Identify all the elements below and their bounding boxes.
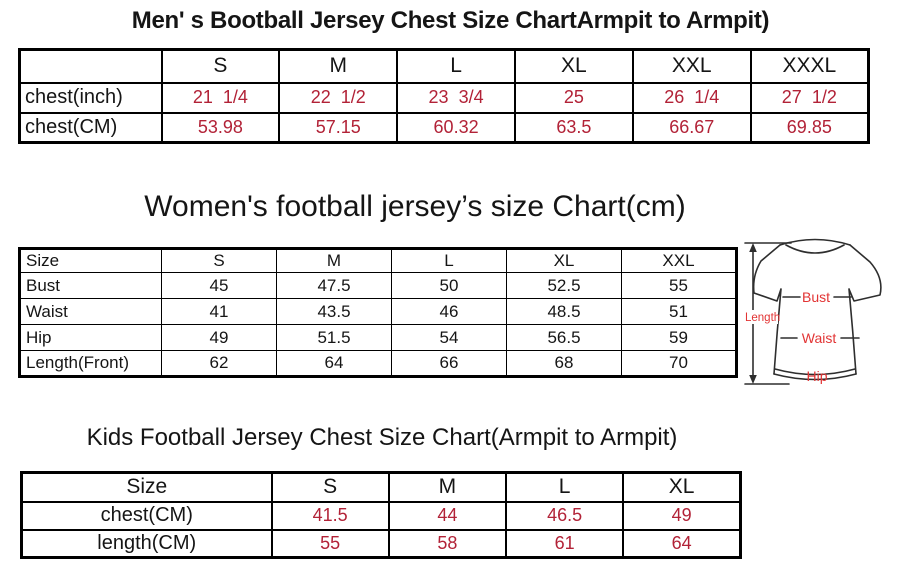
kids_chart-col-header: S [270,471,390,503]
women_chart-row-label: Length(Front) [19,350,162,377]
kids_chart-col-header: XL [622,471,742,503]
women_chart-col-header: M [276,248,392,273]
men_chart-value-cell: 22 1/2 [278,81,399,114]
shirt-left-side [752,244,782,375]
women_chart-col-header: Size [19,248,162,273]
men_chart-value-cell: 21 1/4 [160,81,281,114]
women_chart-value-cell: 43.5 [276,298,392,325]
kids_chart-value-cell: 55 [270,528,390,559]
kids_chart-col-header: Size [20,471,273,503]
kids_chart-value-cell: 58 [387,528,508,559]
men_chart-value-cell: 69.85 [749,111,870,144]
kids_chart-row: chest(CM) 41.5 44 46.5 49 [20,500,742,531]
women_chart-value-cell: 54 [391,324,507,351]
men_chart-value-cell: 63.5 [513,111,634,144]
kids_chart-value-cell: 49 [622,500,742,531]
men-size-table: S M L XL XXL XXXL chest(inch) 21 1/4 22 1/2 23 3/… [18,48,870,144]
women_chart-value-cell: 45 [161,272,277,299]
kids_chart-row-label: length(CM) [20,528,273,559]
women_chart-value-cell: 49 [161,324,277,351]
women_chart-col-header: S [161,248,277,273]
men_chart-col-header: M [278,48,399,84]
bust-label: Bust [802,289,830,305]
women_chart-value-cell: 68 [506,350,622,377]
men_chart-row-label: chest(CM) [18,111,163,144]
women_chart-value-cell: 47.5 [276,272,392,299]
kids_chart-value-cell: 64 [622,528,742,559]
women_chart-value-cell: 55 [621,272,737,299]
men_chart-col-header: XL [513,48,634,84]
shirt-right-side [848,244,882,375]
kids_chart-value-cell: 44 [387,500,508,531]
men_chart-col-header: L [396,48,516,84]
women_chart-row: Hip 49 51.5 54 56.5 59 [19,324,737,351]
kids-chart-title: Kids Football Jersey Chest Size Chart(Ar… [86,424,678,451]
women_chart-value-cell: 48.5 [506,298,622,325]
men_chart-col-header: XXL [631,48,752,84]
women_chart-value-cell: 70 [621,350,737,377]
kids_chart-header-row: Size S M L XL [20,471,742,503]
women_chart-row-label: Waist [19,298,162,325]
women_chart-header-row: Size S M L XL XXL [19,248,737,273]
women_chart-value-cell: 51 [621,298,737,325]
women_chart-row-label: Bust [19,272,162,299]
arrowhead-down-icon [749,375,757,384]
hip-label: Hip [806,368,827,384]
women_chart-row: Length(Front) 62 64 66 68 70 [19,350,737,377]
men-chart-title: Men' s Bootball Jersey Chest Size ChartA… [131,7,770,34]
men_chart-value-cell: 23 3/4 [396,81,516,114]
men_chart-col-header: XXXL [749,48,870,84]
men_chart-row-label: chest(inch) [18,81,163,114]
women_chart-value-cell: 62 [161,350,277,377]
men_chart-value-cell: 25 [513,81,634,114]
kids-size-table: Size S M L XL chest(CM) 41.5 44 46.5 49 length(CM)… [20,471,742,559]
men_chart-value-cell: 57.15 [278,111,399,144]
length-label: Length [745,312,780,324]
women_chart-value-cell: 50 [391,272,507,299]
shirt-hem-stitch [774,368,856,376]
men_chart-col-header: S [160,48,281,84]
women_chart-col-header: L [391,248,507,273]
women-size-table: Size S M L XL XXL Bust 45 47.5 50 52.5 55 Waist 41 43.… [18,247,738,378]
women_chart-value-cell: 41 [161,298,277,325]
women_chart-value-cell: 51.5 [276,324,392,351]
women_chart-row: Waist 41 43.5 46 48.5 51 [19,298,737,325]
kids_chart-col-header: M [387,471,508,503]
men_chart-value-cell: 53.98 [160,111,281,144]
men_chart-value-cell: 66.67 [631,111,752,144]
collar-inner [785,244,845,254]
men_chart-row: chest(CM) 53.98 57.15 60.32 63.5 66.67 69.85 [18,111,870,144]
women_chart-value-cell: 59 [621,324,737,351]
men_chart-value-cell: 26 1/4 [631,81,752,114]
kids_chart-row: length(CM) 55 58 61 64 [20,528,742,559]
length-label-bg [744,310,778,324]
men_chart-row: chest(inch) 21 1/4 22 1/2 23 3/4 25 26 1/4 27 … [18,81,870,114]
kids_chart-col-header: L [504,471,625,503]
kids_chart-value-cell: 61 [504,528,625,559]
waist-label: Waist [802,330,837,346]
men_chart-value-cell: 27 1/2 [749,81,870,114]
women_chart-value-cell: 52.5 [506,272,622,299]
shirt-hem [773,373,857,381]
men_chart-col-header [18,48,163,84]
women_chart-value-cell: 56.5 [506,324,622,351]
tshirt-diagram-icon: Length Bust Waist Hip [744,238,882,385]
collar-outer [779,238,851,246]
kids_chart-value-cell: 46.5 [504,500,625,531]
men_chart-header-row: S M L XL XXL XXXL [18,48,870,84]
women_chart-row: Bust 45 47.5 50 52.5 55 [19,272,737,299]
women_chart-value-cell: 64 [276,350,392,377]
women_chart-row-label: Hip [19,324,162,351]
women-chart-title: Women's football jersey’s size Chart(cm) [144,190,686,223]
women_chart-col-header: XXL [621,248,737,273]
women_chart-value-cell: 46 [391,298,507,325]
women_chart-value-cell: 66 [391,350,507,377]
kids_chart-row-label: chest(CM) [20,500,273,531]
tshirt-measurement-diagram: Length Bust Waist Hip [744,231,901,401]
arrowhead-up-icon [749,243,757,252]
men_chart-value-cell: 60.32 [396,111,516,144]
kids_chart-value-cell: 41.5 [270,500,390,531]
women_chart-col-header: XL [506,248,622,273]
